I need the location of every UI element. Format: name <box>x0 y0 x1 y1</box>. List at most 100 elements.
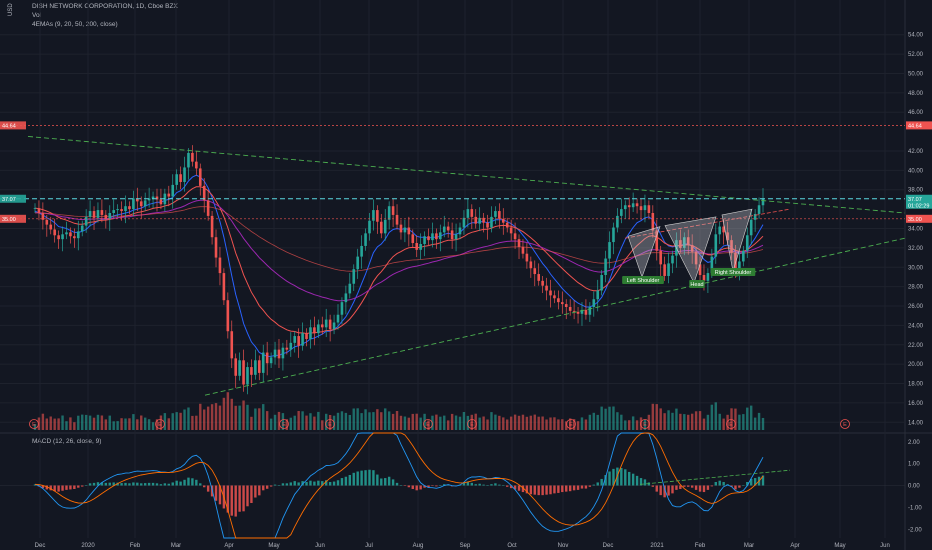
volume-bar <box>246 404 249 430</box>
candle-body <box>431 233 434 241</box>
candle-body <box>340 302 344 315</box>
candle-body <box>537 274 540 281</box>
candle-body <box>73 236 76 239</box>
volume-bar <box>446 420 450 430</box>
macd-histogram-bar <box>403 485 407 486</box>
macd-histogram-bar <box>439 485 442 486</box>
candle-body <box>474 216 478 224</box>
candle-body <box>313 327 316 334</box>
volume-bar <box>352 408 355 430</box>
macd-histogram-bar <box>411 485 414 489</box>
candle-body <box>61 234 64 240</box>
macd-histogram-bar <box>423 485 426 488</box>
candle-body <box>718 226 722 235</box>
time-tick-label: Apr <box>224 543 233 549</box>
macd-histogram-bar <box>517 485 521 491</box>
volume-bar <box>368 412 371 430</box>
macd-histogram-bar <box>53 485 56 492</box>
symbol-legend[interactable]: DISH NETWORK CORPORATION, 1D, Cboe BZX <box>32 3 178 10</box>
volume-bar <box>616 412 619 430</box>
macd-histogram-bar <box>372 470 375 486</box>
macd-histogram-bar <box>262 485 265 491</box>
macd-histogram-bar <box>348 475 352 486</box>
macd-histogram-bar <box>368 469 371 486</box>
candle-body <box>171 184 175 197</box>
candle-body <box>352 269 356 284</box>
macd-histogram-bar <box>537 485 540 496</box>
time-tick-label: 2020 <box>81 543 95 549</box>
candle-body <box>545 285 548 291</box>
macd-histogram-bar <box>136 482 139 486</box>
candle-body <box>738 261 741 269</box>
volume-bar <box>380 412 383 430</box>
volume-bar <box>427 420 430 430</box>
earnings-marker-label: E <box>569 422 573 428</box>
candle-body <box>623 205 627 210</box>
earnings-marker-label: E <box>328 422 332 428</box>
volume-legend[interactable]: Vol <box>32 12 42 19</box>
macd-pane[interactable] <box>0 432 905 539</box>
ema-legend[interactable]: 4EMAs (9, 20, 50, 200, close) <box>32 21 118 28</box>
macd-histogram-bar <box>608 471 611 486</box>
volume-bar <box>376 409 379 430</box>
price-tick-label: 22.00 <box>908 343 924 349</box>
volume-bar <box>222 397 226 430</box>
candle-body <box>84 216 88 226</box>
indicator-lines <box>34 174 764 357</box>
macd-histogram-bar <box>506 485 509 487</box>
candle-body <box>679 240 682 248</box>
macd-histogram-bar <box>753 478 757 486</box>
left-price-tag-label: 35.00 <box>2 217 16 223</box>
macd-histogram-bar <box>84 485 88 486</box>
macd-histogram-bar <box>214 485 218 501</box>
volume-bar <box>443 415 446 430</box>
candle-body <box>368 220 371 234</box>
candle-body <box>281 347 285 359</box>
head-and-shoulders-pattern: Left Shoulder Head Right Shoulder <box>0 125 906 396</box>
price-tick-label: 40.00 <box>908 168 924 174</box>
volume-bar <box>494 414 497 430</box>
macd-histogram-bar <box>738 485 741 488</box>
macd-histogram-bar <box>336 480 340 486</box>
macd-line <box>34 432 764 539</box>
volume-bar <box>407 417 411 430</box>
earnings-marker-label: E <box>843 422 847 428</box>
volume-bar <box>108 415 111 430</box>
candle-body <box>179 174 182 182</box>
macd-histogram-bar <box>203 485 206 488</box>
volume-bar <box>285 419 289 430</box>
volume-bar <box>423 413 426 430</box>
time-tick-label: Mar <box>171 543 181 549</box>
macd-legend[interactable]: MACD (12, 26, close, 9) <box>32 438 102 445</box>
candle-body <box>564 304 568 307</box>
volume-bar <box>234 405 237 430</box>
candle-body <box>454 234 458 240</box>
candlesticks[interactable] <box>33 145 765 395</box>
price-tick-label: 48.00 <box>908 91 924 97</box>
volume-bar <box>265 411 269 430</box>
volume-bar <box>690 413 694 430</box>
time-tick-label: Dec <box>35 543 46 549</box>
volume-bar <box>655 404 658 430</box>
candle-body <box>364 233 367 246</box>
macd-histogram-bar <box>557 485 560 493</box>
macd-histogram-bar <box>399 485 403 486</box>
volume-bar <box>120 418 123 430</box>
price-tag-label: 44.64 <box>908 123 922 129</box>
candle-body <box>301 333 304 346</box>
macd-histogram-bar <box>663 485 666 498</box>
ema-9-line <box>34 174 764 357</box>
volume-bar <box>635 420 639 430</box>
time-tick-label: Mar <box>744 543 754 549</box>
candle-body <box>561 302 564 305</box>
candle-body <box>423 236 426 245</box>
candle-body <box>41 212 45 220</box>
volume-bar <box>718 413 721 430</box>
volume-bar <box>761 417 765 430</box>
earnings-marker <box>279 419 289 429</box>
volume-bar <box>313 416 316 430</box>
left-shoulder-label: Left Shoulder <box>627 278 660 284</box>
macd-histogram-bar <box>643 479 647 486</box>
